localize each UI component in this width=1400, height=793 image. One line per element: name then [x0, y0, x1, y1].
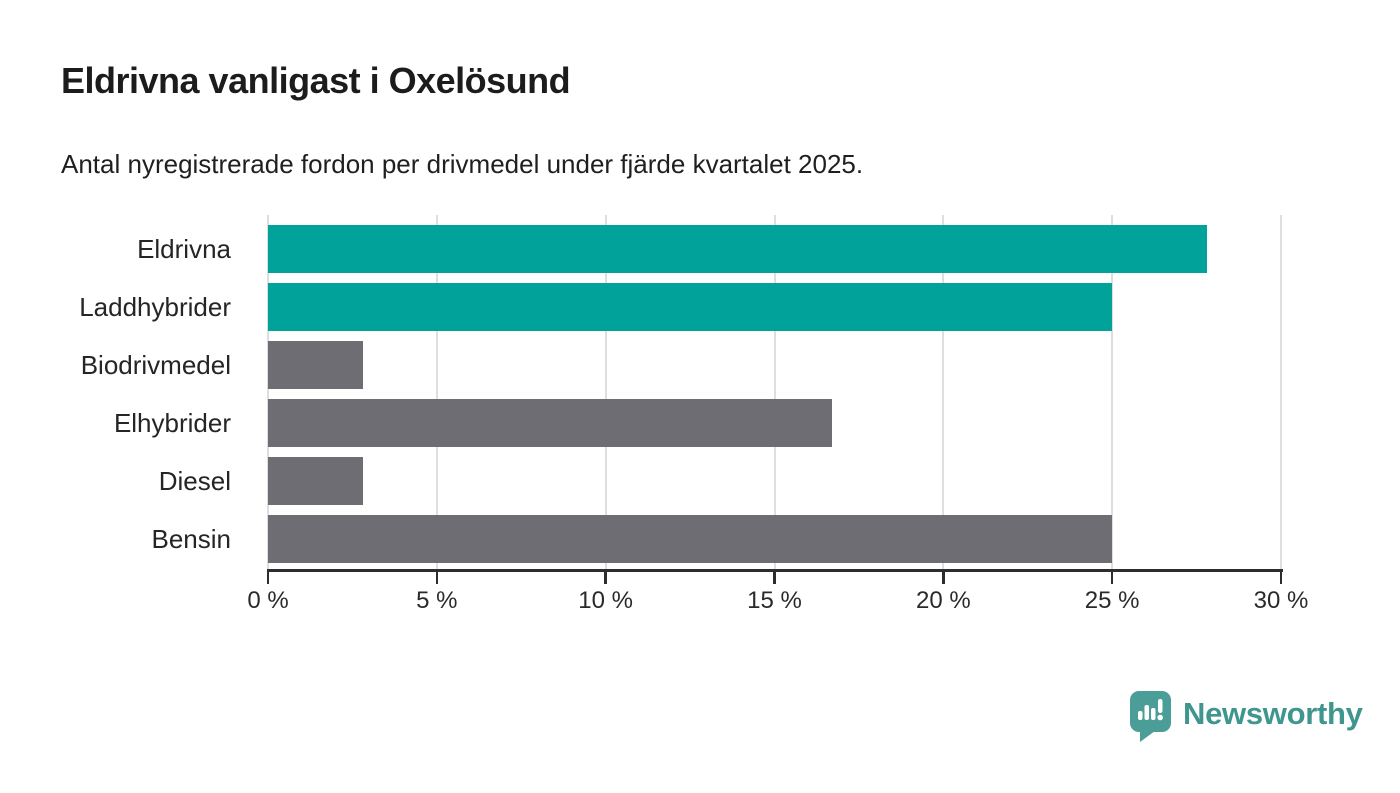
gridline-x-15	[773, 215, 776, 569]
tick-label-x-25: 25 %	[1084, 587, 1140, 614]
x-axis-line	[267, 569, 1283, 572]
chart-title: Eldrivna vanligast i Oxelösund	[61, 60, 571, 101]
tick-label-x-0: 0 %	[247, 587, 289, 614]
tick-label-x-5: 5 %	[416, 587, 458, 614]
tick-mark-x-25	[1110, 572, 1114, 584]
gridline-x-5	[435, 215, 438, 569]
bar-bensin	[268, 515, 1113, 563]
tick-mark-x-0	[266, 572, 270, 584]
plot-area: 0 % 5 % 10 % 15 % 20 % 25 % 30 %	[247, 215, 1308, 614]
category-label-elhybrider: Elhybrider	[113, 408, 231, 438]
tick-mark-x-5	[435, 572, 439, 584]
bar-biodrivmedel	[268, 341, 363, 389]
brand-name: Newsworthy	[1183, 696, 1363, 731]
category-label-diesel: Diesel	[158, 466, 231, 496]
brand-footer: Newsworthy	[1130, 691, 1363, 745]
category-label-biodrivmedel: Biodrivmedel	[80, 350, 231, 380]
tick-mark-x-20	[942, 572, 945, 584]
tick-mark-x-15	[773, 572, 776, 584]
gridline-x-10	[604, 215, 607, 569]
tick-mark-x-30	[1279, 572, 1283, 584]
category-label-bensin: Bensin	[151, 524, 232, 554]
tick-label-x-20: 20 %	[915, 587, 971, 614]
newsworthy-logo-icon	[1130, 691, 1171, 742]
bar-eldrivna	[268, 225, 1207, 273]
tick-mark-x-10	[604, 572, 607, 584]
tick-label-x-15: 15 %	[747, 587, 802, 614]
bar-elhybrider	[268, 399, 832, 447]
gridline-x-25	[1111, 215, 1114, 569]
tick-label-x-10: 10 %	[578, 587, 634, 614]
category-label-laddhybrider: Laddhybrider	[79, 292, 231, 322]
category-label-eldrivna: Eldrivna	[137, 234, 231, 264]
category-axis: Eldrivna Laddhybrider Biodrivmedel Elhybrid…	[0, 215, 249, 571]
gridline-x-20	[942, 215, 945, 569]
gridline-x-30	[1280, 215, 1282, 569]
gridline-x-0	[267, 215, 269, 569]
tick-label-x-30: 30 %	[1253, 587, 1309, 614]
bar-diesel	[268, 457, 363, 505]
chart-subtitle: Antal nyregistrerade fordon per drivmede…	[61, 149, 864, 179]
bar-laddhybrider	[268, 283, 1113, 331]
